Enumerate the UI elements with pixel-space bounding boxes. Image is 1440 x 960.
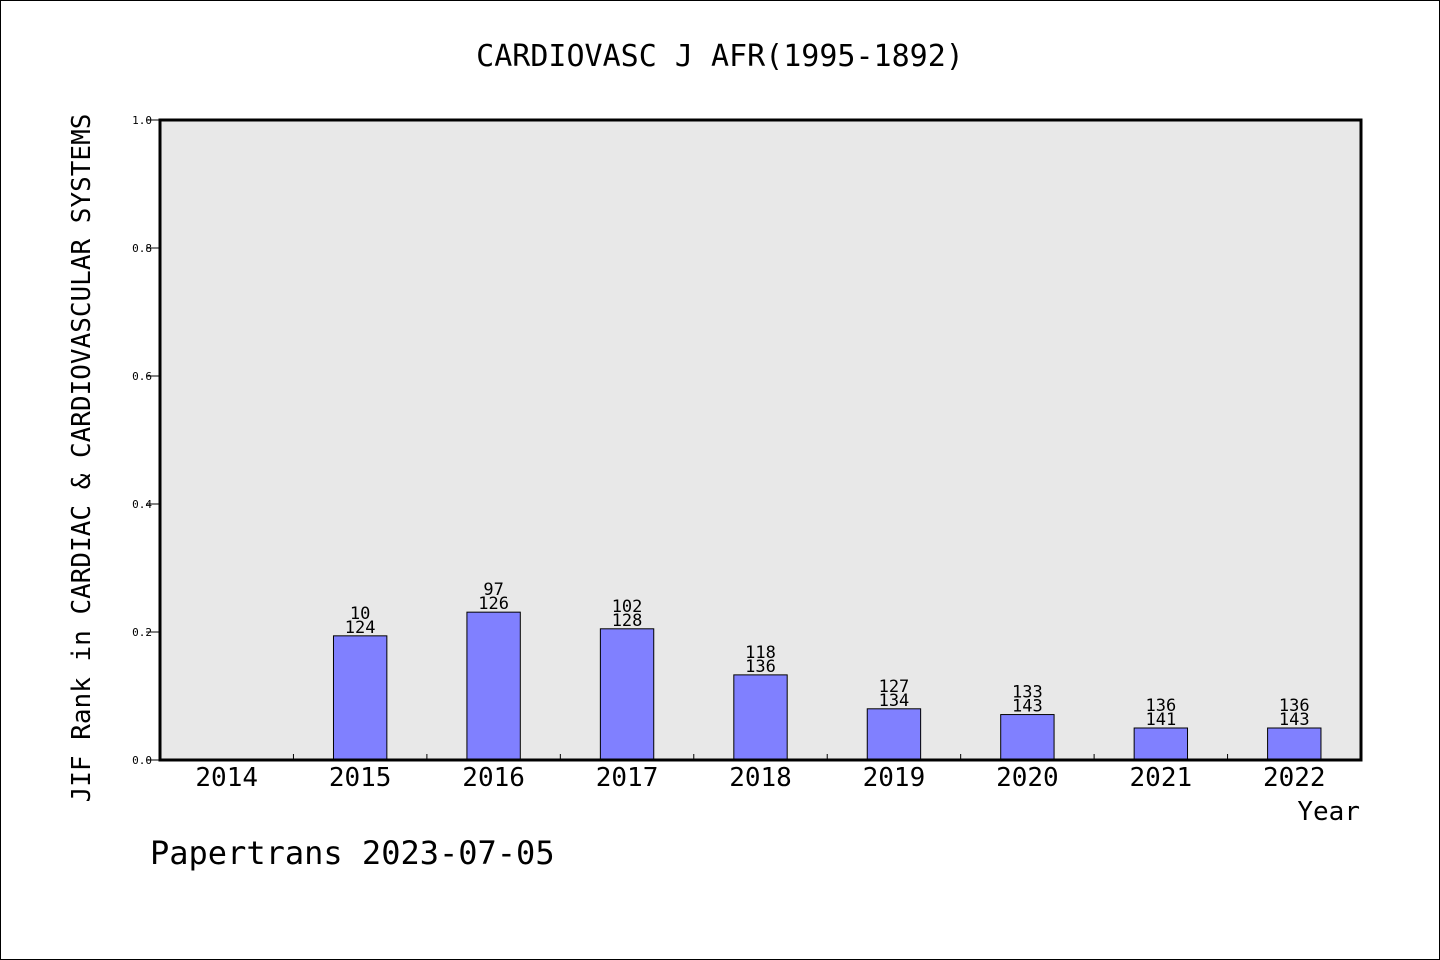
x-tick-label: 2018 [729, 763, 792, 793]
bar [733, 674, 788, 761]
bar [1267, 727, 1322, 761]
bar-rank-label: 127 [879, 677, 910, 697]
bar [332, 635, 388, 761]
y-tick-label: 0.6 [132, 370, 152, 383]
bar-rank-label: 136 [1145, 696, 1176, 716]
x-tick-label: 2020 [996, 763, 1059, 793]
x-tick-label: 2015 [329, 763, 392, 793]
bar-rank-label: 133 [1012, 683, 1043, 703]
y-axis-label: JIF Rank in CARDIAC & CARDIOVASCULAR SYS… [67, 114, 97, 803]
bar [1000, 714, 1055, 761]
bar-rank-label: 102 [612, 597, 643, 617]
bar [1133, 727, 1189, 761]
y-axis: 0.0 0.2 0.4 0.6 0.8 1.0 [132, 114, 160, 767]
bar [866, 708, 922, 761]
bar-rank-label: 136 [1279, 696, 1310, 716]
x-tick-label: 2014 [195, 763, 258, 793]
y-tick-label: 0.0 [132, 754, 152, 767]
y-tick-label: 0.4 [132, 498, 152, 511]
bar-total-label: 143 [1279, 710, 1310, 730]
bar-total-label: 134 [879, 691, 910, 711]
bar [466, 611, 521, 761]
bar-rank-label: 97 [483, 580, 503, 600]
bar-total-label: 124 [345, 618, 376, 638]
bar-total-label: 128 [612, 611, 643, 631]
bar-rank-label: 10 [350, 604, 370, 624]
bar [599, 628, 655, 761]
x-tick-label: 2021 [1130, 763, 1193, 793]
y-tick-label: 0.8 [132, 242, 152, 255]
bar-total-label: 141 [1145, 710, 1176, 730]
x-tick-label: 2022 [1263, 763, 1326, 793]
chart-title: CARDIOVASC J AFR(1995-1892) [476, 39, 964, 74]
x-tick-label: 2017 [596, 763, 659, 793]
y-tick-label: 0.2 [132, 626, 152, 639]
plot-border [158, 118, 1363, 762]
bar-total-label: 126 [478, 594, 509, 614]
x-axis: 2014 2015 2016 2017 2018 2019 2020 2021 2022 [195, 754, 1326, 793]
bars [332, 611, 1322, 761]
footer-text: Papertrans 2023-07-05 [150, 834, 555, 872]
bar-total-label: 136 [745, 657, 776, 677]
bar-rank-label: 118 [745, 643, 776, 663]
y-tick-label: 1.0 [132, 114, 152, 127]
x-axis-label: Year [1297, 797, 1360, 827]
x-tick-label: 2016 [462, 763, 525, 793]
x-tick-label: 2019 [863, 763, 926, 793]
bar-total-label: 143 [1012, 697, 1043, 717]
